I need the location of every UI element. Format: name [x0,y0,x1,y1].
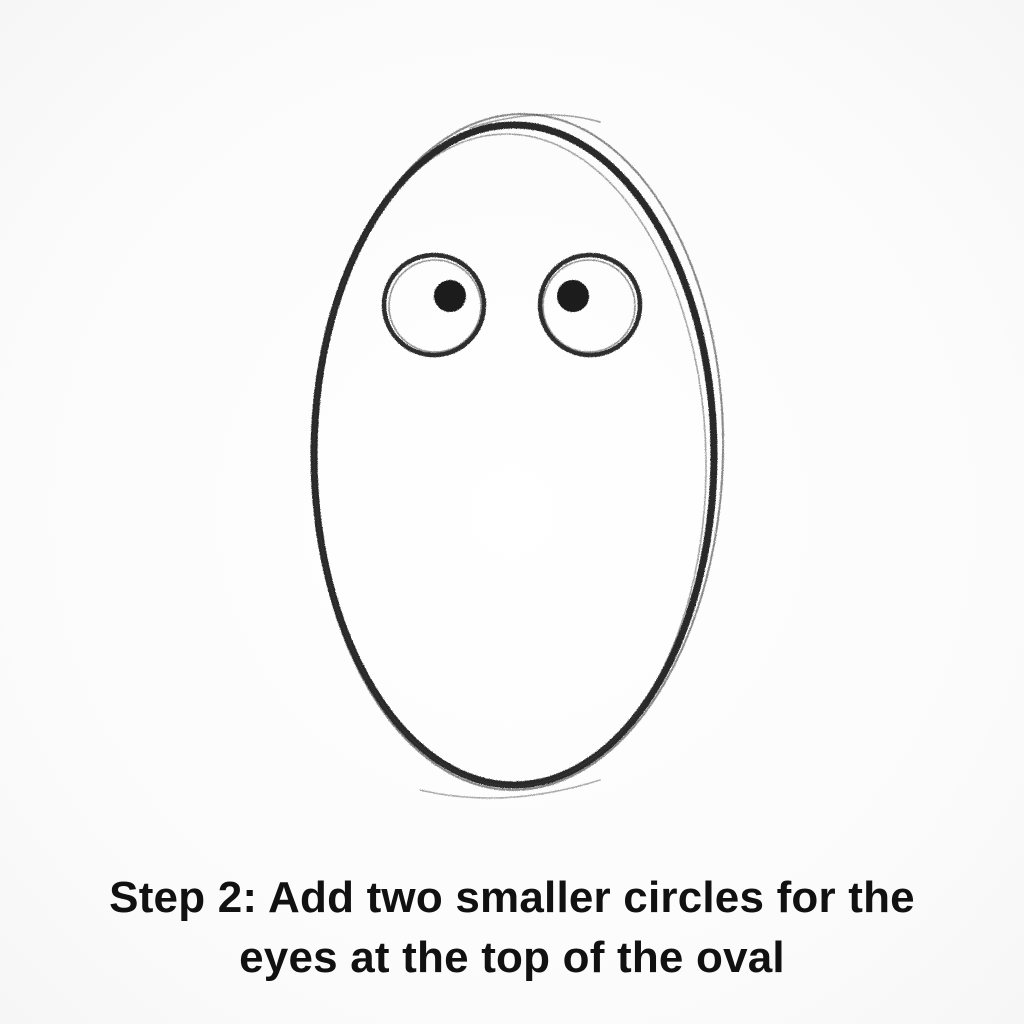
right-pupil [557,280,589,312]
caption-line-1: Step 2: Add two smaller circles for the [109,873,915,922]
caption-line-2: eyes at the top of the oval [239,933,785,982]
head-oval [310,113,725,799]
step-caption: Step 2: Add two smaller circles for the … [40,868,984,988]
left-pupil [434,280,466,312]
right-eye [537,252,643,358]
sketch-drawing [310,113,725,799]
left-eye [381,252,487,358]
